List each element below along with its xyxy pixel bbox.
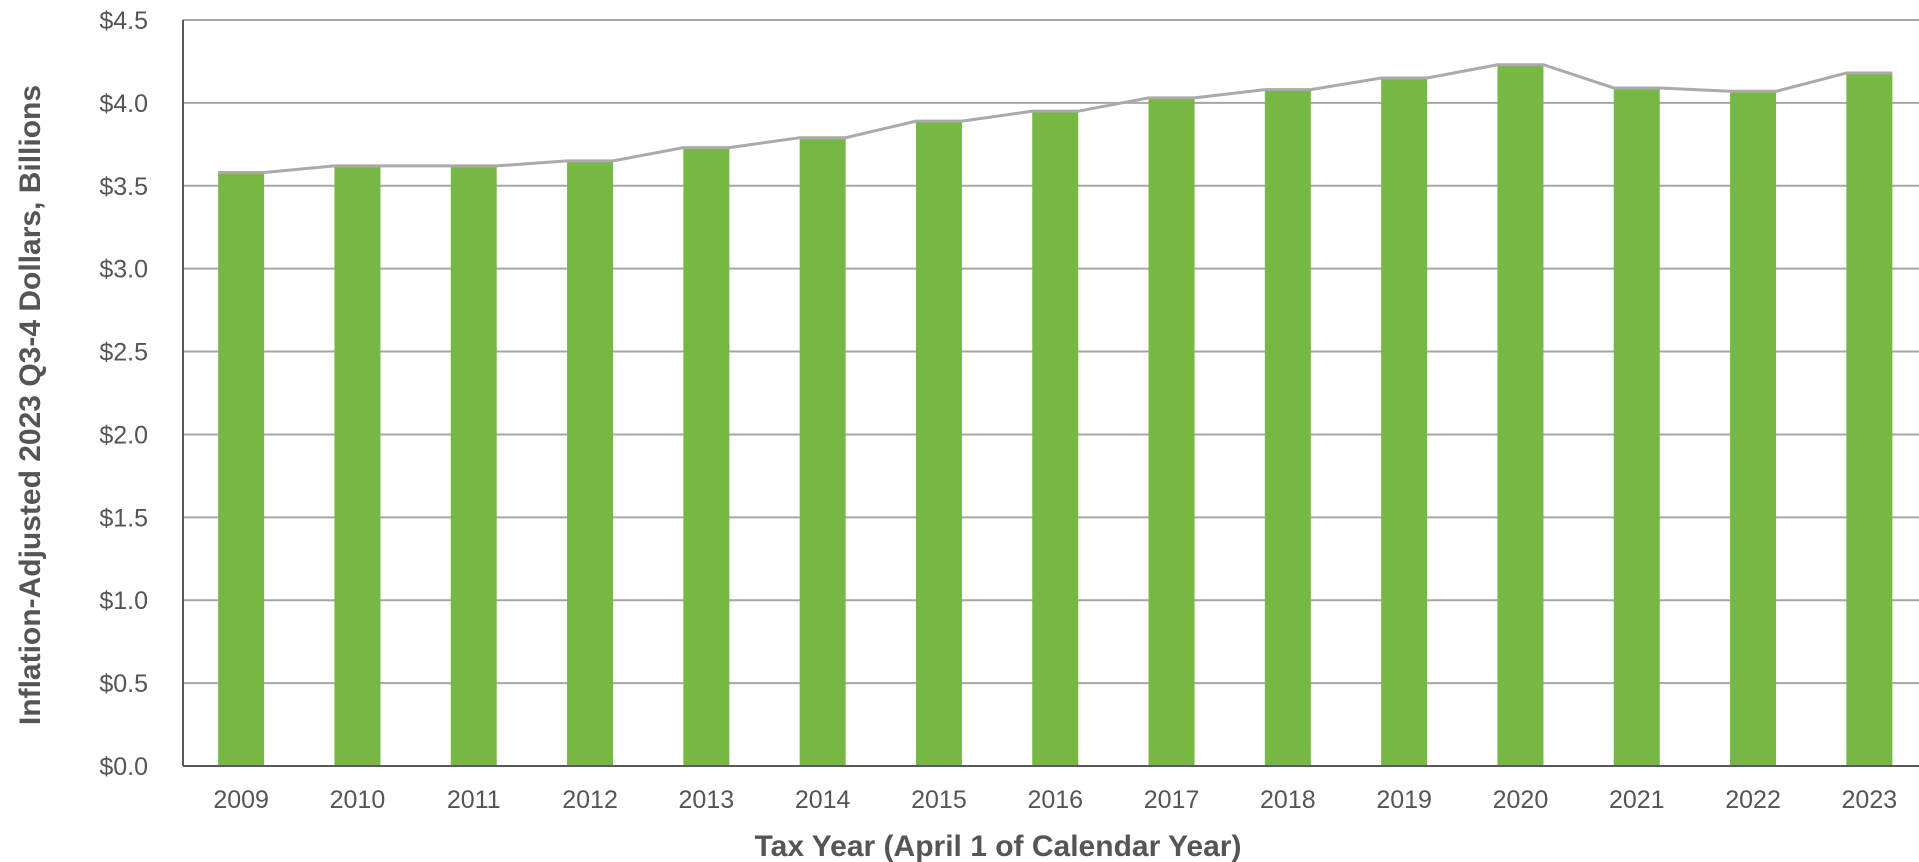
y-tick-label: $4.0 — [99, 90, 148, 118]
y-tick-label: $1.5 — [99, 504, 148, 532]
bar-2009 — [218, 172, 265, 766]
x-tick-label: 2019 — [1376, 786, 1432, 814]
x-axis-title: Tax Year (April 1 of Calendar Year) — [755, 830, 1242, 862]
x-tick-label: 2009 — [213, 786, 269, 814]
y-tick-label: $3.5 — [99, 173, 148, 201]
trend-line — [218, 63, 1893, 175]
bar-2014 — [799, 137, 846, 767]
bar-2012 — [567, 160, 614, 766]
bar-2018 — [1264, 89, 1311, 767]
trend-line-group — [218, 63, 1893, 175]
x-tick-label: 2015 — [911, 786, 967, 814]
x-tick-label: 2018 — [1260, 786, 1316, 814]
bar-2011 — [450, 165, 497, 766]
bar-2019 — [1381, 78, 1428, 767]
y-tick-label: $0.0 — [99, 753, 148, 781]
x-tick-label: 2014 — [795, 786, 851, 814]
y-tick-label: $3.0 — [99, 256, 148, 284]
x-tick-labels: 2009 2010 2011 2012 2013 2014 2015 2016 2017 2018… — [213, 786, 1897, 814]
y-tick-label: $1.0 — [99, 587, 148, 615]
x-tick-label: 2021 — [1609, 786, 1665, 814]
x-tick-label: 2020 — [1493, 786, 1549, 814]
y-axis-title: Inflation-Adjusted 2023 Q3-4 Dollars, Bi… — [14, 85, 47, 725]
x-tick-label: 2011 — [447, 786, 501, 814]
x-tick-label: 2013 — [679, 786, 735, 814]
x-tick-label: 2022 — [1725, 786, 1781, 814]
bar-2021 — [1613, 87, 1660, 767]
bar-2017 — [1148, 97, 1195, 767]
bar-2015 — [915, 121, 962, 766]
y-tick-label: $2.0 — [99, 421, 148, 449]
bar-2013 — [683, 147, 730, 766]
y-tick-label: $4.5 — [99, 7, 148, 35]
bar-2022 — [1730, 91, 1777, 767]
x-tick-label: 2023 — [1842, 786, 1898, 814]
y-tick-labels: $0.0 $0.5 $1.0 $1.5 $2.0 $2.5 $3.0 $3.5 $4.0 $4.5 — [99, 7, 148, 781]
x-tick-label: 2012 — [562, 786, 618, 814]
bar-2010 — [334, 165, 381, 766]
x-tick-label: 2016 — [1027, 786, 1083, 814]
bar-2023 — [1846, 73, 1893, 766]
bar-2016 — [1032, 111, 1079, 766]
bars — [218, 64, 1893, 767]
bar-2020 — [1497, 64, 1544, 766]
x-tick-label: 2010 — [330, 786, 386, 814]
y-tick-label: $2.5 — [99, 339, 148, 367]
y-tick-label: $0.5 — [99, 670, 148, 698]
x-tick-label: 2017 — [1144, 786, 1200, 814]
